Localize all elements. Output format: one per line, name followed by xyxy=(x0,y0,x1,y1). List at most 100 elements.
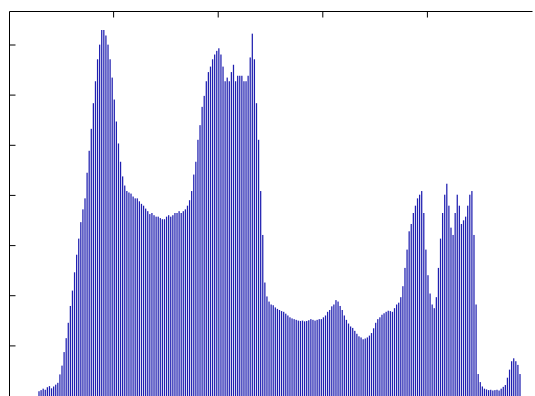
histogram-bar xyxy=(71,290,74,396)
histogram-bar xyxy=(69,305,71,396)
histogram-bar xyxy=(312,319,314,396)
histogram-bar xyxy=(48,386,51,396)
histogram-bar xyxy=(264,282,266,396)
histogram-bar xyxy=(272,305,274,396)
histogram-bar xyxy=(310,319,312,396)
histogram-bar xyxy=(339,305,341,396)
histogram-bar xyxy=(488,390,490,396)
histogram-bar xyxy=(105,35,107,396)
histogram-bar xyxy=(444,194,446,396)
histogram-bar xyxy=(458,205,460,396)
histogram-bar xyxy=(232,64,235,396)
histogram-bar xyxy=(439,238,442,396)
histogram-bar xyxy=(473,234,475,396)
histogram-bar xyxy=(502,386,504,396)
histogram-bar xyxy=(82,209,84,396)
histogram-bar xyxy=(515,361,517,396)
histogram-bar xyxy=(214,54,216,396)
histogram-bar xyxy=(454,213,456,396)
histogram-bar xyxy=(207,72,210,396)
histogram-bar xyxy=(364,338,366,396)
histogram-bar xyxy=(462,220,465,396)
histogram-bar xyxy=(63,352,65,396)
histogram-bar xyxy=(517,364,519,396)
histogram-bar xyxy=(410,223,412,396)
histogram-bar xyxy=(243,81,245,396)
histogram-bar xyxy=(375,322,377,396)
histogram-bar xyxy=(119,161,122,396)
histogram-bar xyxy=(124,185,126,396)
histogram-bar xyxy=(433,308,435,396)
histogram-bar xyxy=(163,219,166,396)
histogram-bar xyxy=(322,317,325,396)
histogram-bar xyxy=(423,213,425,396)
histogram-bar xyxy=(255,103,258,396)
histogram-bar xyxy=(226,77,228,396)
histogram-bar xyxy=(145,208,147,396)
histogram-bar xyxy=(247,75,249,396)
histogram-bar xyxy=(78,238,80,396)
histogram-bar xyxy=(80,222,82,396)
histogram-bar xyxy=(55,384,57,396)
histogram-bar xyxy=(128,192,130,396)
histogram-bar xyxy=(393,308,396,396)
histogram-bar xyxy=(99,44,101,396)
histogram-bar xyxy=(303,321,306,396)
histogram-bar xyxy=(395,304,398,396)
histogram-bar xyxy=(456,194,458,396)
histogram-bar xyxy=(513,358,515,396)
histogram-bar xyxy=(57,382,59,396)
axes-layer xyxy=(9,11,533,396)
histogram-bar xyxy=(354,330,356,396)
bars-layer xyxy=(38,30,521,396)
histogram-bar xyxy=(182,211,184,396)
histogram-bar xyxy=(237,75,239,396)
histogram-bar xyxy=(203,95,205,396)
histogram-bar xyxy=(356,333,358,396)
histogram-bar xyxy=(381,314,383,396)
histogram-bar xyxy=(115,121,117,396)
histogram-bar xyxy=(460,223,463,396)
histogram-bar xyxy=(450,227,452,396)
histogram-bar xyxy=(301,320,304,396)
histogram-bar xyxy=(283,311,285,396)
histogram-bar xyxy=(324,315,327,396)
histogram-bar xyxy=(471,191,473,396)
histogram-bar xyxy=(216,50,218,396)
histogram-bar xyxy=(498,390,500,396)
histogram-bar xyxy=(429,293,431,396)
histogram-bar xyxy=(469,194,471,396)
histogram-bar xyxy=(149,214,151,396)
histogram-bar xyxy=(67,322,69,396)
histogram-bar xyxy=(280,311,283,396)
histogram-bar xyxy=(53,386,55,396)
histogram-bar xyxy=(333,304,335,396)
histogram-bar xyxy=(347,323,350,396)
histogram-bar xyxy=(343,315,345,396)
histogram-bar xyxy=(425,249,427,396)
histogram-bar xyxy=(186,205,189,396)
histogram-bar xyxy=(101,30,103,396)
histogram-bar xyxy=(385,311,387,396)
histogram-bar xyxy=(130,193,132,396)
histogram-bar xyxy=(218,48,220,396)
histogram-bar xyxy=(360,337,362,396)
histogram-bar xyxy=(40,390,42,396)
histogram-bar xyxy=(262,234,264,396)
histogram-bar xyxy=(383,313,385,396)
histogram-bar xyxy=(329,309,331,396)
histogram-bar xyxy=(44,389,46,396)
histogram-bar xyxy=(377,319,379,396)
histogram-bar xyxy=(222,66,224,396)
histogram-bar xyxy=(345,319,348,396)
histogram-bar xyxy=(341,309,343,396)
histogram-bar xyxy=(234,81,237,396)
histogram-bar xyxy=(168,215,170,396)
histogram-bar xyxy=(253,59,256,396)
histogram-bar xyxy=(483,388,486,396)
histogram-bar xyxy=(73,272,76,396)
histogram-bar xyxy=(165,216,168,396)
histogram-bar xyxy=(193,174,195,396)
